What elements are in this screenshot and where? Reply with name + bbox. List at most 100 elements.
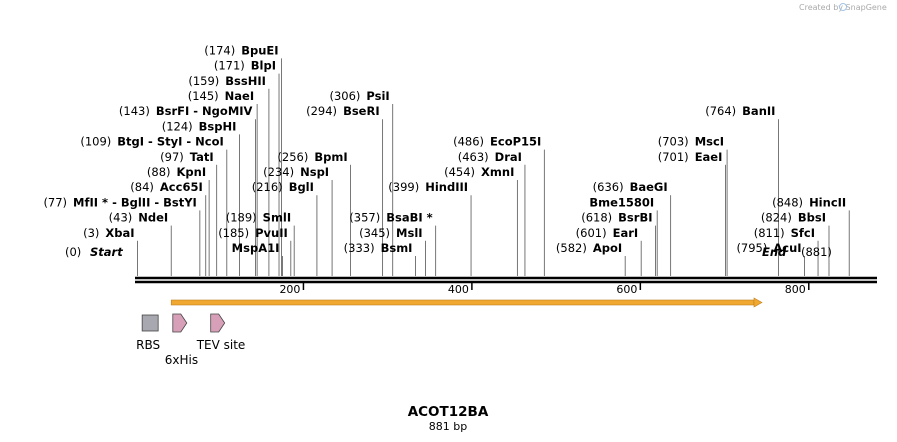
- site-label[interactable]: BtgI - StyI - NcoI (109): [80, 135, 223, 149]
- site-position: (189): [226, 211, 257, 225]
- site-label[interactable]: BspHI (124): [162, 119, 237, 133]
- site-name[interactable]: BtgI - StyI - NcoI: [117, 135, 224, 149]
- site-label[interactable]: BsmI (333): [344, 241, 413, 255]
- site-name[interactable]: BanII: [742, 104, 775, 118]
- site-label[interactable]: MfII * - BglII - BstYI (77): [43, 195, 196, 209]
- site-label[interactable]: BanII (764): [705, 104, 775, 118]
- site-label[interactable]: SfcI (811): [754, 226, 815, 240]
- feature-arrow-icon: [210, 313, 226, 333]
- site-position: (357): [349, 211, 380, 225]
- site-name[interactable]: BspHI: [199, 119, 237, 133]
- site-name[interactable]: MscI: [695, 135, 724, 149]
- feature-rbs[interactable]: RBS: [136, 314, 160, 352]
- ruler-ticks: 200 400 600 800: [279, 283, 810, 296]
- site-label[interactable]: XbaI (3): [83, 226, 134, 240]
- site-label[interactable]: BaeGI (636): [593, 180, 668, 194]
- site-position: (306): [329, 89, 360, 103]
- site-label[interactable]: BglI (216): [252, 180, 314, 194]
- site-position: (795): [736, 241, 767, 255]
- site-name[interactable]: ApoI: [593, 241, 622, 255]
- feature-label: RBS: [136, 338, 160, 352]
- site-name[interactable]: EcoP15I: [490, 135, 541, 149]
- site-label[interactable]: ApoI (582): [556, 241, 622, 255]
- site-label[interactable]: MslI (345): [359, 226, 422, 240]
- site-label[interactable]: MscI (703): [658, 135, 724, 149]
- site-label[interactable]: PsiI (306): [329, 89, 389, 103]
- orf-bar[interactable]: [170, 299, 755, 306]
- site-position: (3): [83, 226, 99, 240]
- site-name[interactable]: BlpI: [251, 59, 276, 73]
- orf-arrow: [170, 297, 763, 308]
- feature-tev-site[interactable]: TEV site: [196, 313, 246, 352]
- site-name[interactable]: MfII * - BglII - BstYI: [73, 195, 197, 209]
- site-name[interactable]: EarI: [613, 226, 639, 240]
- ruler-tick-label: 200: [279, 283, 300, 296]
- site-name[interactable]: BsrFI - NgoMIV: [156, 104, 253, 118]
- site-name[interactable]: MslI: [396, 226, 423, 240]
- site-name[interactable]: XmnI: [481, 165, 514, 179]
- site-name[interactable]: HindIII: [425, 180, 468, 194]
- site-name[interactable]: BglI: [289, 180, 314, 194]
- site-name[interactable]: KpnI: [177, 165, 207, 179]
- site-label[interactable]: DraI (463): [458, 150, 522, 164]
- site-name[interactable]: DraI: [495, 150, 522, 164]
- ruler-tick-label: 800: [785, 283, 806, 296]
- site-label[interactable]: HindIII (399): [388, 180, 468, 194]
- site-name[interactable]: BsmI: [381, 241, 413, 255]
- site-label[interactable]: Acc65I (84): [130, 180, 202, 194]
- site-label[interactable]: BpmI (256): [277, 150, 347, 164]
- site-name[interactable]: Acc65I: [160, 180, 203, 194]
- site-label[interactable]: NspI (234): [263, 165, 329, 179]
- site-label[interactable]: PvuII (185): [218, 226, 288, 240]
- site-name[interactable]: BssHII: [225, 74, 266, 88]
- site-name[interactable]: NaeI: [225, 89, 254, 103]
- site-label[interactable]: KpnI (88): [147, 165, 206, 179]
- site-label[interactable]: SmlI (189): [226, 211, 291, 225]
- site-label[interactable]: NaeI (145): [188, 89, 254, 103]
- site-label[interactable]: EaeI (701): [658, 150, 723, 164]
- site-name[interactable]: BaeGI: [630, 180, 668, 194]
- site-name[interactable]: BsaBI *: [386, 211, 432, 225]
- site-label[interactable]: HincII (848): [772, 195, 846, 209]
- site-name[interactable]: EaeI: [695, 150, 723, 164]
- site-name[interactable]: XbaI: [105, 226, 134, 240]
- feature-6xhis[interactable]: 6xHis: [165, 313, 198, 367]
- site-name[interactable]: BpmI: [314, 150, 347, 164]
- site-name[interactable]: Bme1580I: [589, 195, 654, 209]
- site-position: (764): [705, 104, 736, 118]
- site-name[interactable]: PsiI: [366, 89, 389, 103]
- site-label[interactable]: MspA1I: [232, 241, 280, 255]
- site-name[interactable]: NdeI: [138, 211, 168, 225]
- site-label[interactable]: BssHII (159): [188, 74, 266, 88]
- site-position: (345): [359, 226, 390, 240]
- site-name[interactable]: SmlI: [263, 211, 292, 225]
- site-label[interactable]: AcuI (795): [736, 241, 801, 255]
- site-label[interactable]: EarI (601): [576, 226, 639, 240]
- site-name[interactable]: AcuI: [773, 241, 801, 255]
- site-label[interactable]: BsrFI - NgoMIV (143): [119, 104, 253, 118]
- site-name[interactable]: MspA1I: [232, 241, 280, 255]
- site-name[interactable]: SfcI: [791, 226, 815, 240]
- site-label[interactable]: NdeI (43): [109, 211, 169, 225]
- site-name[interactable]: BsrBI: [618, 211, 652, 225]
- site-label[interactable]: BbsI (824): [761, 211, 826, 225]
- site-label[interactable]: XmnI (454): [444, 165, 514, 179]
- site-label[interactable]: BlpI (171): [214, 59, 276, 73]
- site-name[interactable]: TatI: [190, 150, 214, 164]
- site-name[interactable]: HincII: [809, 195, 846, 209]
- site-label[interactable]: BseRI (294): [306, 104, 379, 118]
- site-name[interactable]: BpuEI: [241, 43, 278, 57]
- site-name[interactable]: BbsI: [798, 211, 826, 225]
- site-name[interactable]: NspI: [300, 165, 329, 179]
- site-position: (399): [388, 180, 419, 194]
- feature-label: 6xHis: [165, 353, 198, 367]
- site-label[interactable]: BpuEI (174): [204, 43, 278, 57]
- site-name[interactable]: BseRI: [343, 104, 380, 118]
- site-label[interactable]: EcoP15I (486): [453, 135, 541, 149]
- site-position: (582): [556, 241, 587, 255]
- site-label[interactable]: Bme1580I: [589, 195, 654, 209]
- site-label[interactable]: TatI (97): [160, 150, 214, 164]
- site-name[interactable]: PvuII: [255, 226, 288, 240]
- site-label[interactable]: BsaBI * (357): [349, 211, 432, 225]
- site-label[interactable]: BsrBI (618): [581, 211, 652, 225]
